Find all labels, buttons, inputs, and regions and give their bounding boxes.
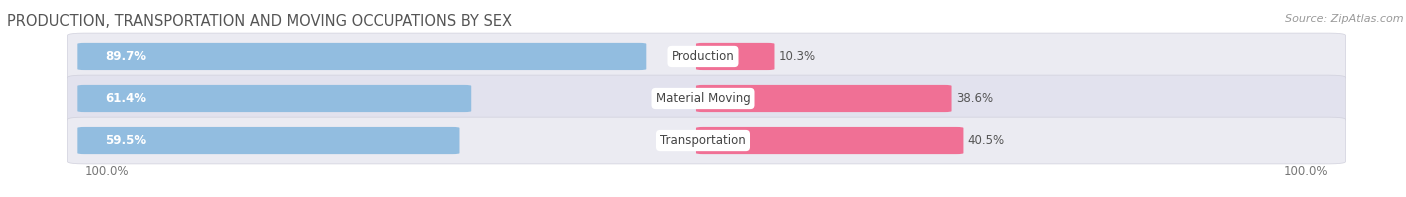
Text: Transportation: Transportation	[661, 134, 745, 147]
Text: 100.0%: 100.0%	[1284, 165, 1329, 178]
FancyBboxPatch shape	[77, 43, 647, 70]
FancyBboxPatch shape	[696, 127, 963, 154]
Text: 100.0%: 100.0%	[84, 165, 129, 178]
FancyBboxPatch shape	[67, 33, 1346, 80]
Text: 38.6%: 38.6%	[956, 92, 993, 105]
Text: 61.4%: 61.4%	[105, 92, 146, 105]
FancyBboxPatch shape	[77, 85, 471, 112]
Text: 59.5%: 59.5%	[105, 134, 146, 147]
FancyBboxPatch shape	[67, 117, 1346, 164]
Text: Material Moving: Material Moving	[655, 92, 751, 105]
FancyBboxPatch shape	[696, 43, 775, 70]
FancyBboxPatch shape	[696, 85, 952, 112]
Text: 40.5%: 40.5%	[967, 134, 1005, 147]
FancyBboxPatch shape	[77, 127, 460, 154]
Text: 89.7%: 89.7%	[105, 50, 146, 63]
FancyBboxPatch shape	[67, 75, 1346, 122]
Text: Source: ZipAtlas.com: Source: ZipAtlas.com	[1285, 14, 1403, 24]
Text: Production: Production	[672, 50, 734, 63]
Text: 10.3%: 10.3%	[779, 50, 815, 63]
Text: PRODUCTION, TRANSPORTATION AND MOVING OCCUPATIONS BY SEX: PRODUCTION, TRANSPORTATION AND MOVING OC…	[7, 14, 512, 29]
